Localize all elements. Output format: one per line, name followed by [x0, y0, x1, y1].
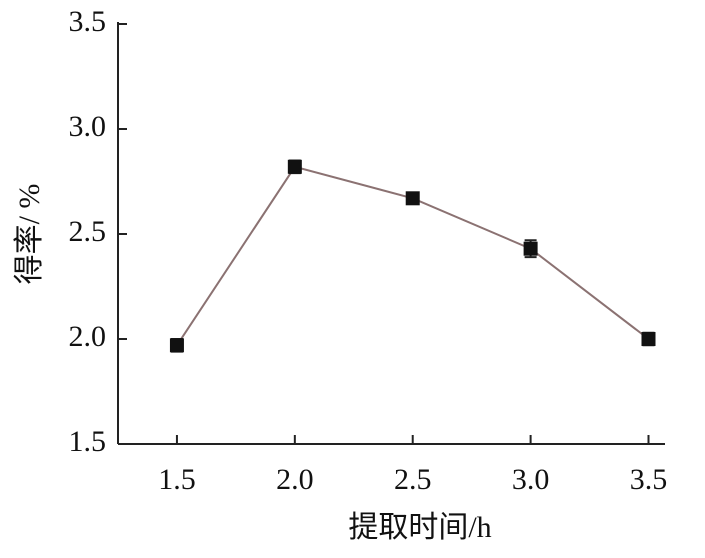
y-tick-label: 3.5 — [69, 5, 107, 38]
x-axis-label: 提取时间/h — [348, 511, 491, 544]
y-tick-label: 1.5 — [69, 425, 107, 458]
y-tick-label: 2.5 — [69, 215, 107, 248]
x-tick-label: 3.0 — [512, 463, 550, 496]
x-tick-label: 2.5 — [394, 463, 432, 496]
marker — [169, 338, 184, 353]
marker — [641, 332, 656, 346]
x-tick-label: 3.5 — [630, 463, 668, 496]
marker — [523, 241, 538, 256]
x-tick-label: 2.0 — [276, 463, 314, 496]
marker — [287, 159, 302, 174]
x-tick-label: 1.5 — [158, 463, 196, 496]
y-tick-label: 3.0 — [69, 110, 107, 143]
y-tick-label: 2.0 — [69, 320, 107, 353]
marker — [405, 191, 420, 206]
y-axis-label: 得率/ % — [13, 184, 46, 285]
